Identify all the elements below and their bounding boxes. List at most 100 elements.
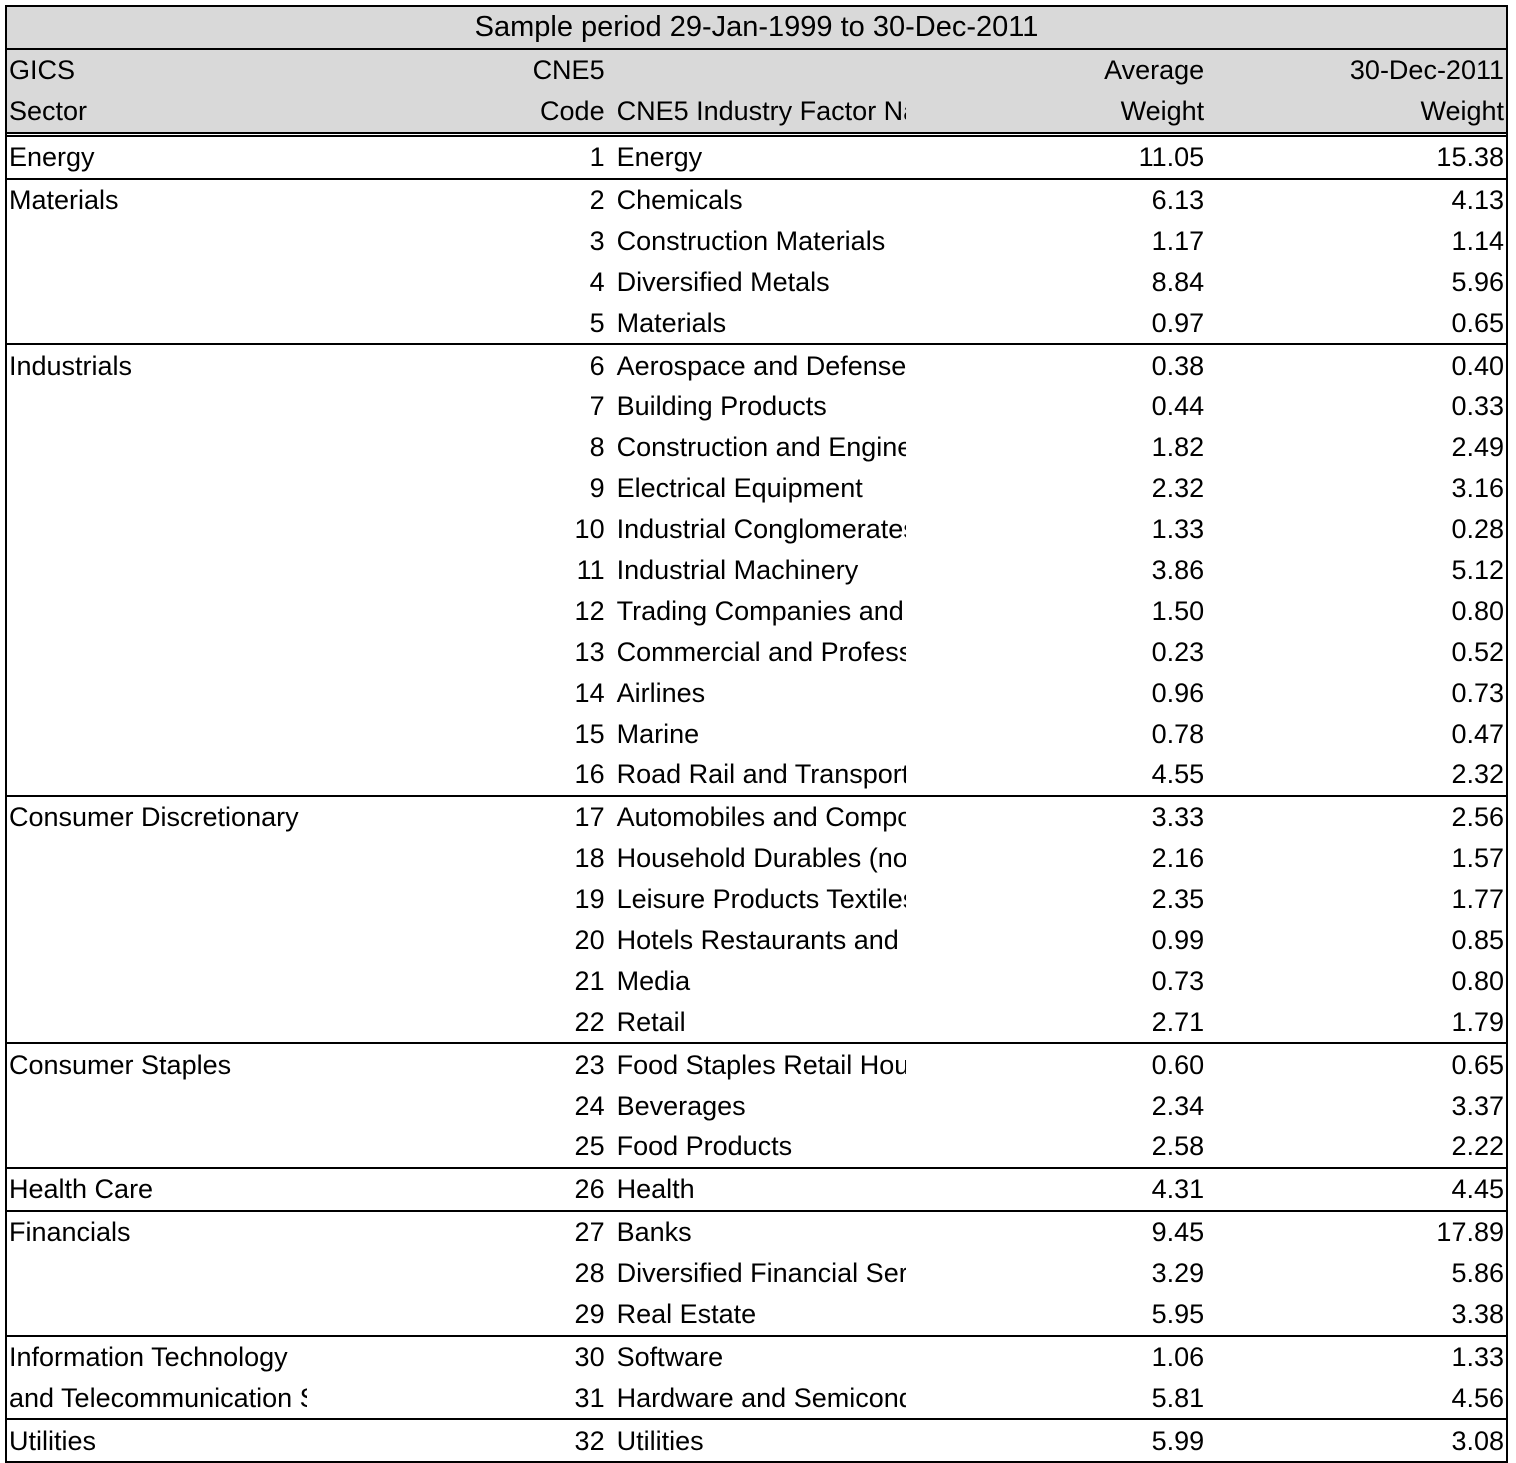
table-row: 29 Real Estate 5.95 3.38 — [7, 1294, 1506, 1336]
table-row: Materials 2 Chemicals 6.13 4.13 — [7, 177, 1506, 221]
factor-name-cell: Airlines — [616, 677, 706, 708]
sector-cell — [7, 713, 307, 754]
average-weight-cell: 6.13 — [906, 177, 1207, 221]
table-row: 16 Road Rail and Transportation Infrastru… — [7, 754, 1506, 796]
table-title-row: Sample period 29-Jan-1999 to 30-Dec-2011 — [7, 7, 1506, 50]
table-row: 10 Industrial Conglomerates 1.33 0.28 — [7, 509, 1506, 550]
header-sector-line2: Sector — [7, 90, 307, 137]
industry-factor-table: Sample period 29-Jan-1999 to 30-Dec-2011… — [7, 7, 1506, 1462]
average-weight-cell: 0.23 — [1151, 636, 1205, 667]
dec-2011-weight-cell: 2.56 — [1206, 794, 1506, 838]
factor-name-cell: Food Products — [616, 1131, 793, 1162]
sector-cell — [7, 1253, 307, 1294]
factor-name-cell: Beverages — [616, 1090, 746, 1121]
sector-cell — [7, 838, 307, 879]
dec-2011-weight-cell: 2.22 — [1451, 1131, 1504, 1162]
sector-cell — [7, 386, 307, 427]
average-weight-cell: 2.34 — [1151, 1090, 1205, 1121]
factor-name-cell: Health — [606, 1166, 907, 1211]
average-weight-cell: 1.17 — [1151, 225, 1205, 256]
table-row: 12 Trading Companies and Distributors 1.50… — [7, 590, 1506, 631]
dec-2011-weight-cell: 1.33 — [1206, 1334, 1506, 1378]
table-row: and Telecommunication Services 31 Hardware… — [7, 1377, 1506, 1419]
factor-name-cell: Road Rail and Transportation Infrastruct… — [616, 759, 907, 790]
factor-name-cell: Industrial Conglomerates — [616, 514, 907, 545]
code-cell: 13 — [574, 636, 605, 667]
average-weight-cell: 0.96 — [1151, 677, 1205, 708]
factor-name-cell: Media — [616, 965, 691, 996]
sector-cell — [7, 1085, 307, 1126]
sector-cell — [7, 302, 307, 344]
dec-2011-weight-cell: 5.12 — [1451, 555, 1504, 586]
table-row: Financials 27 Banks 9.45 17.89 — [7, 1209, 1506, 1253]
average-weight-cell: 3.33 — [906, 794, 1207, 838]
average-weight-cell: 5.81 — [1151, 1382, 1205, 1413]
sector-cell — [7, 1001, 307, 1043]
code-cell: 29 — [574, 1299, 605, 1330]
average-weight-cell: 0.44 — [1151, 391, 1205, 422]
code-cell: 25 — [574, 1131, 605, 1162]
sector-cell — [7, 1294, 307, 1336]
code-cell: 7 — [589, 391, 605, 422]
table-row: 14 Airlines 0.96 0.73 — [7, 672, 1506, 713]
sector-cell — [7, 427, 307, 468]
dec-2011-weight-cell: 4.56 — [1451, 1382, 1504, 1413]
code-cell: 27 — [306, 1209, 607, 1253]
average-weight-cell: 4.55 — [1151, 759, 1205, 790]
factor-name-cell: Leisure Products Textiles Apparel and Lu… — [616, 884, 907, 915]
code-cell: 31 — [574, 1382, 605, 1413]
average-weight-cell: 0.97 — [1151, 307, 1205, 338]
code-cell: 9 — [589, 473, 605, 504]
table-row: 13 Commercial and Professional Services 0.… — [7, 631, 1506, 672]
average-weight-cell: 5.95 — [1151, 1299, 1205, 1330]
factor-name-cell: Household Durables (non-Homebuilding) — [616, 843, 907, 874]
sector-cell — [7, 590, 307, 631]
dec-2011-weight-cell: 0.28 — [1451, 514, 1504, 545]
average-weight-cell: 0.38 — [906, 343, 1207, 387]
average-weight-cell: 2.71 — [1151, 1006, 1205, 1037]
header-name-line1 — [606, 48, 907, 91]
dec-2011-weight-cell: 3.38 — [1451, 1299, 1504, 1330]
factor-name-cell: Industrial Machinery — [616, 555, 859, 586]
average-weight-cell: 0.78 — [1151, 718, 1205, 749]
sector-cell: Materials — [7, 177, 307, 221]
dec-2011-weight-cell: 0.52 — [1451, 636, 1504, 667]
header-row-2: Sector Code CNE5 Industry Factor Name We… — [7, 90, 1506, 137]
dec-2011-weight-cell: 0.80 — [1451, 595, 1504, 626]
header-row-1: GICS CNE5 Average 30-Dec-2011 — [7, 48, 1506, 91]
code-cell: 2 — [306, 177, 607, 221]
sector-cell: Utilities — [7, 1418, 307, 1462]
code-cell: 16 — [574, 759, 605, 790]
table-row: 15 Marine 0.78 0.47 — [7, 713, 1506, 754]
table-row: Consumer Staples 23 Food Staples Retail Ho… — [7, 1042, 1506, 1086]
factor-name-cell: Commercial and Professional Services — [616, 636, 907, 667]
sector-cell: Consumer Staples — [7, 1042, 307, 1086]
factor-name-cell: Real Estate — [616, 1299, 757, 1330]
sector-cell — [7, 672, 307, 713]
table-body: Energy 1 Energy 11.05 15.38 Materials 2 Chemica… — [7, 134, 1506, 1462]
sector-cell: and Telecommunication Services — [9, 1382, 307, 1413]
average-weight-cell: 1.33 — [1151, 514, 1205, 545]
code-cell: 15 — [574, 718, 605, 749]
table-row: 22 Retail 2.71 1.79 — [7, 1001, 1506, 1043]
factor-name-cell: Automobiles and Components — [606, 794, 907, 838]
factor-name-cell: Trading Companies and Distributors — [616, 595, 907, 626]
dec-2011-weight-cell: 0.73 — [1451, 677, 1504, 708]
code-cell: 10 — [574, 514, 605, 545]
dec-2011-weight-cell: 0.85 — [1451, 925, 1504, 956]
dec-2011-weight-cell: 0.40 — [1206, 343, 1506, 387]
average-weight-cell: 9.45 — [906, 1209, 1207, 1253]
average-weight-cell: 5.99 — [906, 1418, 1207, 1462]
code-cell: 32 — [306, 1418, 607, 1462]
dec-2011-weight-cell: 1.79 — [1451, 1006, 1504, 1037]
factor-name-cell: Electrical Equipment — [616, 473, 863, 504]
dec-2011-weight-cell: 15.38 — [1436, 142, 1504, 173]
dec-2011-weight-cell: 5.96 — [1451, 266, 1504, 297]
average-weight-cell: 0.73 — [1151, 965, 1205, 996]
average-weight-cell: 2.16 — [1151, 843, 1205, 874]
dec-2011-weight-cell: 17.89 — [1206, 1209, 1506, 1253]
factor-name-cell: Diversified Financial Services — [616, 1258, 907, 1289]
code-cell: 11 — [576, 555, 605, 586]
header-code-line2: Code — [306, 90, 607, 137]
average-weight-cell: 8.84 — [1151, 266, 1205, 297]
